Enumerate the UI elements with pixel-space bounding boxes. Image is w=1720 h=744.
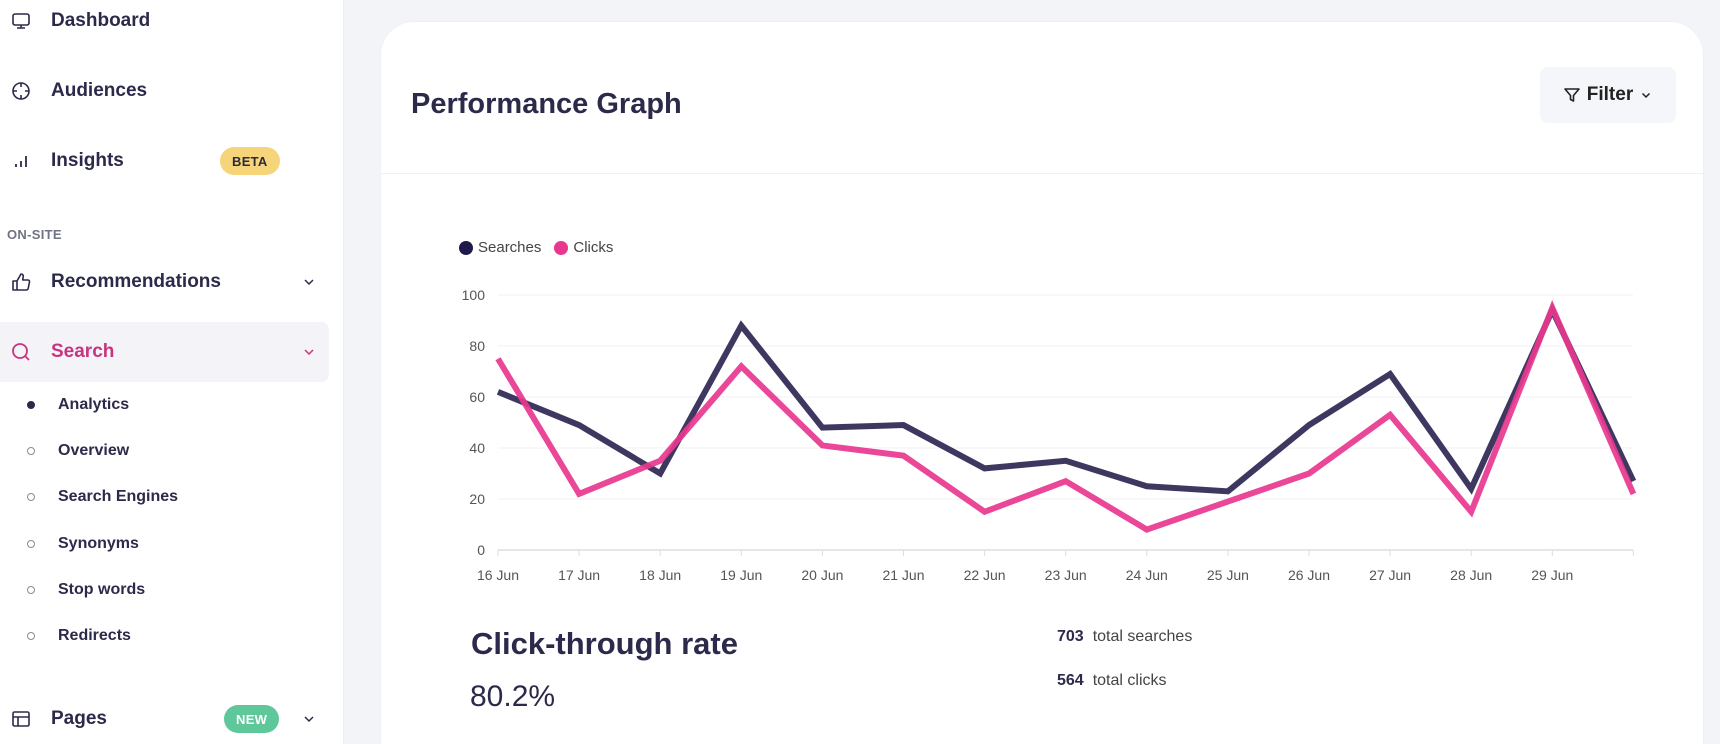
series-line-clicks [495,299,1637,533]
x-tick-label: 29 Jun [1531,567,1573,583]
x-tick-label: 16 Jun [477,567,519,583]
bullet-icon [27,447,35,455]
sidebar-item-label: Audiences [51,80,148,101]
x-tick-label: 20 Jun [801,567,843,583]
chevron-down-icon[interactable] [300,710,318,728]
ctr-title: Click-through rate [471,626,738,661]
sidebar-subitem-label: Synonyms [58,535,139,552]
sidebar-item-label: Recommendations [51,271,221,292]
legend-entry-clicks[interactable]: Clicks [554,239,613,256]
sidebar-item-label: Search [51,341,115,362]
sidebar-subitem-label: Analytics [58,396,130,413]
ctr-value: 80.2% [470,680,556,713]
x-tick-label: 23 Jun [1045,567,1087,583]
beta-badge: BETA [220,147,280,175]
sidebar-item-dashboard[interactable]: Dashboard [0,0,329,51]
new-badge: NEW [224,705,280,733]
filter-label: Filter [1586,84,1634,105]
bullet-icon [27,586,35,594]
series-line-searches [496,303,1637,495]
card-header: Performance Graph Filter [381,22,1703,174]
sidebar-subitem-synonyms[interactable]: Synonyms [0,529,320,559]
total-clicks-value: 564 [1057,672,1084,689]
legend-dot-searches [459,240,473,255]
x-tick-label: 17 Jun [558,567,600,583]
sidebar: Dashboard Audiences Insights BETA ON-SIT… [0,0,344,744]
layout-icon [10,708,32,730]
total-clicks-label: total clicks [1092,672,1167,689]
sidebar-subitem-analytics[interactable]: Analytics [0,390,320,420]
section-label-onsite: ON-SITE [7,227,62,242]
y-tick-label: 100 [462,287,486,303]
sidebar-subitem-overview[interactable]: Overview [0,436,320,466]
bullet-icon [27,540,35,548]
legend-dot-clicks [554,240,569,255]
sidebar-item-label: Dashboard [51,10,151,31]
stat-total-clicks: 564 total clicks [1057,672,1167,690]
monitor-icon [10,10,32,32]
sidebar-item-pages[interactable]: Pages NEW [0,689,329,744]
y-tick-label: 40 [469,440,485,456]
total-searches-label: total searches [1092,628,1193,645]
bullet-icon [27,493,35,501]
stat-total-searches: 703 total searches [1057,628,1192,646]
x-tick-label: 19 Jun [720,567,762,583]
total-searches-value: 703 [1057,628,1084,645]
sidebar-subitem-label: Redirects [58,627,131,644]
y-tick-label: 80 [469,338,485,354]
search-icon [10,341,32,363]
legend-label: Clicks [573,239,614,256]
y-tick-label: 0 [477,542,485,558]
sidebar-subitem-redirects[interactable]: Redirects [0,621,320,651]
sidebar-item-label: Insights [51,150,124,171]
filter-button[interactable]: Filter [1540,67,1676,123]
x-tick-label: 26 Jun [1288,567,1330,583]
chevron-down-icon[interactable] [300,343,318,361]
bullet-icon [27,632,35,640]
page-title: Performance Graph [411,88,682,120]
thumbs-up-icon [10,271,32,293]
sidebar-subitem-label: Search Engines [58,488,179,505]
legend-entry-searches[interactable]: Searches [459,239,541,256]
sidebar-item-label: Pages [51,708,107,729]
performance-card: Performance Graph Filter Searches Clicks… [380,21,1704,744]
sidebar-item-recommendations[interactable]: Recommendations [0,252,329,312]
bar-chart-icon [10,150,32,172]
legend-label: Searches [478,239,542,256]
x-tick-label: 21 Jun [882,567,924,583]
y-tick-label: 20 [469,491,485,507]
sidebar-subitem-stop-words[interactable]: Stop words [0,575,320,605]
x-tick-label: 18 Jun [639,567,681,583]
crosshair-icon [10,80,32,102]
x-tick-label: 24 Jun [1126,567,1168,583]
sidebar-subitem-search-engines[interactable]: Search Engines [0,482,320,512]
sidebar-item-search[interactable]: Search [0,322,329,382]
sidebar-subitem-label: Stop words [58,581,146,598]
x-tick-label: 22 Jun [964,567,1006,583]
y-tick-label: 60 [469,389,485,405]
bullet-icon [27,401,35,409]
sidebar-item-audiences[interactable]: Audiences [0,61,329,121]
chevron-down-icon [1639,88,1653,102]
sidebar-item-insights[interactable]: Insights BETA [0,131,329,191]
sidebar-subitem-label: Overview [58,442,130,459]
x-tick-label: 28 Jun [1450,567,1492,583]
chart-legend: Searches Clicks [459,239,626,256]
chevron-down-icon[interactable] [300,273,318,291]
x-tick-label: 25 Jun [1207,567,1249,583]
performance-chart: 0 20 40 60 80 100 16 Jun 17 Jun 18 Jun 19 Jun 20 … [462,287,1637,583]
filter-icon [1563,86,1581,104]
x-tick-label: 27 Jun [1369,567,1411,583]
